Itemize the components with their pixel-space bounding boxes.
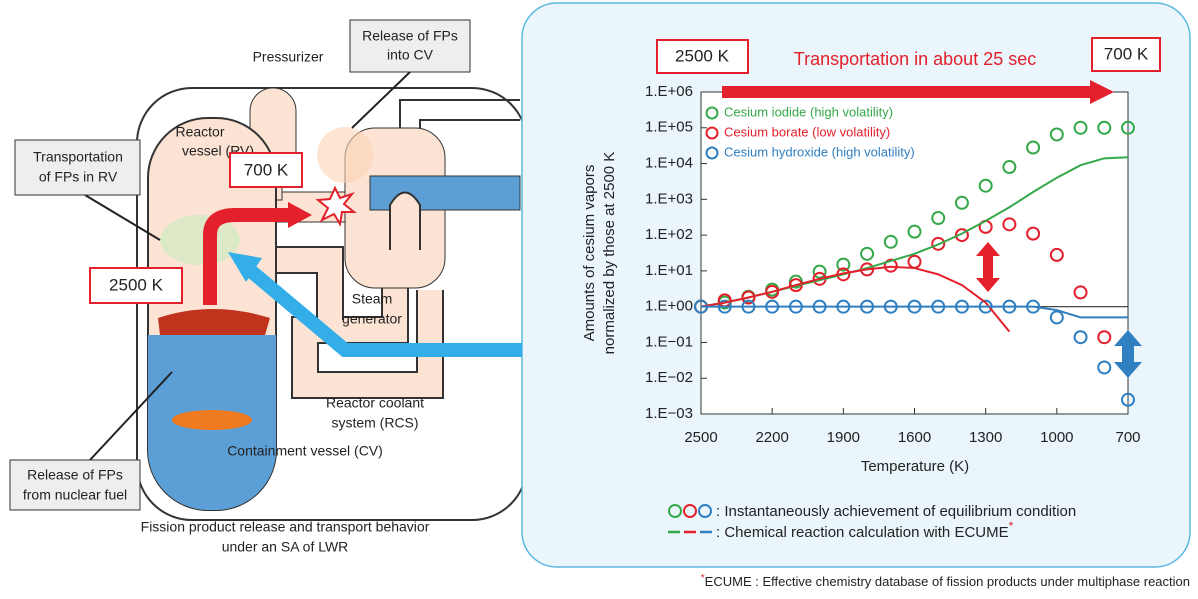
footnote: *ECUME : Effective chemistry database of…	[701, 573, 1190, 590]
legend-text: : Instantaneously achievement of equilib…	[716, 503, 1076, 520]
x-tick-label: 2500	[684, 429, 717, 446]
y-tick-label: 1.E+06	[645, 83, 693, 100]
time-arrow	[722, 86, 1092, 98]
y-axis-label: Amounts of cesium vapors	[581, 165, 598, 342]
label: system (RCS)	[331, 415, 418, 431]
sg-tube	[390, 193, 420, 251]
legend-label: Cesium iodide (high volatility)	[724, 104, 893, 119]
label: Reactor coolant	[326, 395, 424, 411]
label: generator	[342, 311, 402, 327]
y-tick-label: 1.E−02	[645, 369, 693, 386]
x-tick-label: 700	[1115, 429, 1140, 446]
y-tick-label: 1.E+01	[645, 262, 693, 279]
legend-label: Cesium hydroxide (high volatility)	[724, 144, 915, 159]
asterisk: *	[1009, 519, 1014, 533]
fp-cloud	[317, 127, 373, 183]
annotation: Transportation in about 25 sec	[794, 49, 1036, 69]
y-tick-label: 1.E+03	[645, 190, 693, 207]
annotation: 2500 K	[675, 46, 730, 65]
label: into CV	[387, 47, 434, 63]
legend-text: : Chemical reaction calculation with ECU…	[716, 524, 1009, 541]
y-tick-label: 1.E−01	[645, 333, 693, 350]
annotation: 700 K	[1104, 44, 1149, 63]
x-tick-label: 1600	[898, 429, 931, 446]
x-axis-label: Temperature (K)	[861, 458, 969, 475]
x-tick-label: 2200	[755, 429, 788, 446]
y-tick-label: 1.E+02	[645, 226, 693, 243]
label: from nuclear fuel	[23, 487, 127, 503]
legend-label: Cesium borate (low volatility)	[724, 124, 890, 139]
label: Steam	[352, 291, 392, 307]
y-tick-label: 1.E−03	[645, 405, 693, 422]
label: Reactor	[175, 124, 224, 140]
label: Containment vessel (CV)	[227, 443, 383, 459]
label: Transportation	[33, 149, 123, 165]
caption: Fission product release and transport be…	[141, 519, 430, 535]
figure: Pressurizer Release of FPs into CV React…	[0, 0, 1198, 594]
label: of FPs in RV	[39, 169, 118, 185]
label: 700 K	[244, 160, 289, 179]
x-tick-label: 1000	[1040, 429, 1073, 446]
y-tick-label: 1.E+00	[645, 298, 693, 315]
page: Pressurizer Release of FPs into CV React…	[0, 0, 1198, 594]
label: Release of FPs	[362, 28, 458, 44]
label: Pressurizer	[253, 49, 324, 65]
caption: under an SA of LWR	[222, 539, 349, 555]
y-tick-label: 1.E+05	[645, 119, 693, 136]
y-tick-label: 1.E+04	[645, 155, 693, 172]
x-tick-label: 1300	[969, 429, 1002, 446]
footnote-text: ECUME : Effective chemistry database of …	[705, 574, 1190, 589]
y-axis-label: normalized by those at 2500 K	[601, 152, 618, 355]
molten-pool	[172, 410, 252, 430]
x-tick-label: 1900	[827, 429, 860, 446]
label: Release of FPs	[27, 467, 123, 483]
label: 2500 K	[109, 275, 164, 294]
